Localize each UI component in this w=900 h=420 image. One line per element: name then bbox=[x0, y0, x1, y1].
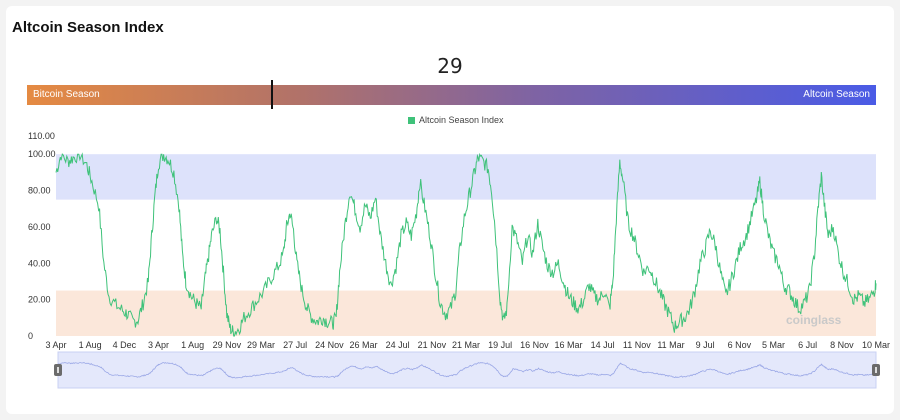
chart-legend[interactable]: Altcoin Season Index bbox=[408, 115, 504, 125]
x-tick-label: 21 Nov bbox=[418, 340, 447, 350]
x-tick-label: 3 Apr bbox=[45, 340, 66, 350]
zoom-slider-track[interactable] bbox=[57, 351, 877, 389]
x-tick-label: 4 Dec bbox=[113, 340, 137, 350]
x-tick-label: 11 Mar bbox=[657, 340, 684, 350]
page-title: Altcoin Season Index bbox=[12, 19, 164, 36]
x-tick-label: 6 Nov bbox=[728, 340, 752, 350]
x-tick-label: 26 Mar bbox=[349, 340, 377, 350]
y-tick-label: 0 bbox=[28, 331, 33, 341]
zoom-slider-preview-line bbox=[57, 362, 877, 379]
x-tick-label: 24 Nov bbox=[315, 340, 344, 350]
legend-swatch bbox=[408, 116, 415, 124]
y-tick-label: 40.00 bbox=[28, 258, 51, 268]
x-tick-label: 29 Nov bbox=[213, 340, 242, 350]
coinglass-watermark: coinglass bbox=[786, 313, 842, 327]
zoom-handle-left[interactable] bbox=[54, 364, 62, 376]
y-tick-label: 20.00 bbox=[28, 295, 51, 305]
x-tick-label: 14 Jul bbox=[591, 340, 615, 350]
x-tick-label: 5 Mar bbox=[762, 340, 785, 350]
x-tick-label: 9 Jul bbox=[696, 340, 715, 350]
x-tick-label: 27 Jul bbox=[283, 340, 307, 350]
series-line-altcoin-season-index bbox=[55, 152, 877, 337]
altcoin-season-band bbox=[56, 154, 876, 200]
current-value-marker bbox=[271, 80, 273, 109]
x-tick-label: 3 Apr bbox=[148, 340, 169, 350]
x-tick-label: 16 Mar bbox=[554, 340, 582, 350]
season-gradient-bar: Bitcoin Season Altcoin Season bbox=[27, 85, 876, 105]
x-tick-label: 29 Mar bbox=[247, 340, 275, 350]
y-tick-label: 80.00 bbox=[28, 186, 51, 196]
x-tick-label: 16 Nov bbox=[520, 340, 549, 350]
current-index-value: 29 bbox=[437, 54, 463, 78]
y-tick-label: 60.00 bbox=[28, 222, 51, 232]
x-tick-label: 24 Jul bbox=[386, 340, 410, 350]
x-tick-label: 1 Aug bbox=[181, 340, 204, 350]
x-tick-label: 6 Jul bbox=[798, 340, 817, 350]
x-tick-label: 19 Jul bbox=[488, 340, 512, 350]
bitcoin-season-band bbox=[56, 290, 876, 336]
y-tick-label: 110.00 bbox=[28, 131, 55, 141]
y-tick-label: 100.00 bbox=[28, 149, 56, 159]
x-tick-label: 10 Mar bbox=[862, 340, 890, 350]
x-tick-label: 8 Nov bbox=[830, 340, 854, 350]
bitcoin-season-label: Bitcoin Season bbox=[33, 89, 100, 100]
x-tick-label: 11 Nov bbox=[623, 340, 651, 350]
altcoin-season-label: Altcoin Season bbox=[803, 89, 870, 100]
x-tick-label: 21 Mar bbox=[452, 340, 480, 350]
x-tick-label: 1 Aug bbox=[79, 340, 102, 350]
zoom-handle-right[interactable] bbox=[872, 364, 880, 376]
legend-label: Altcoin Season Index bbox=[419, 115, 504, 125]
